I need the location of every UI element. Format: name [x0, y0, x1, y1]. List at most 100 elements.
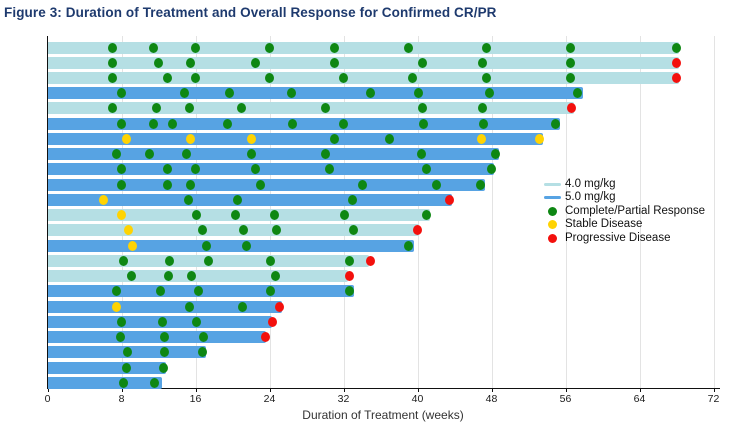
x-tick	[121, 388, 123, 392]
marker-cr-pr	[357, 179, 367, 190]
marker-cr-pr	[490, 149, 500, 160]
marker-cr-pr	[482, 72, 492, 83]
marker-pd	[261, 332, 271, 343]
marker-cr-pr	[349, 225, 359, 236]
marker-cr-pr	[485, 88, 495, 99]
marker-cr-pr	[477, 57, 487, 68]
x-tick	[343, 388, 345, 392]
marker-cr-pr	[117, 88, 126, 99]
marker-cr-pr	[265, 255, 275, 266]
x-tick	[713, 388, 715, 392]
y-axis-line	[46, 36, 48, 388]
marker-pd	[345, 271, 355, 282]
treatment-bar-row-16	[47, 270, 349, 283]
x-tick-label: 16	[189, 393, 202, 405]
marker-cr-pr	[198, 347, 208, 358]
marker-cr-pr	[167, 118, 177, 129]
marker-sd	[535, 133, 545, 144]
marker-pd	[365, 255, 375, 266]
marker-cr-pr	[565, 72, 575, 83]
marker-cr-pr	[365, 88, 375, 99]
marker-cr-pr	[348, 194, 358, 205]
legend-dot-icon	[548, 206, 557, 216]
marker-sd	[124, 225, 134, 236]
marker-cr-pr	[118, 377, 128, 388]
marker-cr-pr	[345, 255, 355, 266]
marker-cr-pr	[157, 316, 167, 327]
marker-cr-pr	[163, 179, 173, 190]
treatment-bar-row-13	[47, 224, 420, 237]
marker-cr-pr	[123, 347, 133, 358]
marker-cr-pr	[154, 57, 163, 68]
marker-cr-pr	[550, 118, 560, 129]
marker-cr-pr	[344, 286, 354, 297]
treatment-bar-row-3	[47, 71, 680, 84]
marker-pd	[672, 72, 681, 83]
marker-cr-pr	[251, 57, 261, 68]
marker-cr-pr	[117, 316, 126, 327]
treatment-bar-row-22	[47, 361, 166, 374]
marker-pd	[275, 301, 285, 312]
marker-cr-pr	[238, 301, 248, 312]
marker-cr-pr	[107, 42, 117, 53]
marker-cr-pr	[152, 103, 162, 114]
marker-cr-pr	[246, 149, 256, 160]
marker-cr-pr	[191, 164, 200, 175]
x-tick	[565, 388, 567, 392]
treatment-bar-row-2	[47, 56, 680, 69]
marker-cr-pr	[198, 225, 208, 236]
marker-cr-pr	[431, 179, 441, 190]
marker-cr-pr	[203, 255, 213, 266]
marker-cr-pr	[107, 72, 117, 83]
marker-cr-pr	[422, 164, 432, 175]
x-tick	[417, 388, 419, 392]
marker-cr-pr	[487, 164, 496, 175]
marker-cr-pr	[385, 133, 395, 144]
marker-cr-pr	[158, 362, 168, 373]
marker-sd	[121, 133, 131, 144]
marker-cr-pr	[127, 271, 137, 282]
marker-pd	[672, 57, 681, 68]
marker-cr-pr	[149, 42, 159, 53]
marker-cr-pr	[107, 103, 117, 114]
marker-cr-pr	[422, 210, 432, 221]
marker-cr-pr	[269, 210, 279, 221]
marker-sd	[186, 133, 196, 144]
marker-cr-pr	[287, 88, 297, 99]
marker-cr-pr	[339, 210, 349, 221]
x-tick	[195, 388, 197, 392]
x-tick-label: 32	[337, 393, 350, 405]
treatment-bar-row-9	[47, 163, 495, 176]
marker-cr-pr	[325, 164, 335, 175]
marker-cr-pr	[403, 42, 413, 53]
marker-sd	[246, 133, 256, 144]
marker-cr-pr	[573, 88, 583, 99]
treatment-bar-row-10	[47, 178, 486, 191]
marker-cr-pr	[164, 271, 174, 282]
gridline	[491, 36, 493, 388]
x-tick-label: 24	[263, 393, 276, 405]
marker-cr-pr	[116, 332, 126, 343]
marker-cr-pr	[117, 164, 126, 175]
marker-cr-pr	[150, 377, 160, 388]
marker-cr-pr	[417, 103, 427, 114]
treatment-bar-row-11	[47, 193, 452, 206]
marker-cr-pr	[187, 271, 197, 282]
legend-dot-icon	[548, 220, 557, 230]
marker-pd	[413, 225, 422, 236]
x-axis-line	[46, 388, 720, 390]
marker-cr-pr	[144, 149, 154, 160]
treatment-bar-row-18	[47, 300, 282, 313]
marker-cr-pr	[251, 164, 261, 175]
marker-sd	[98, 194, 108, 205]
x-tick-label: 72	[707, 393, 720, 405]
x-tick	[47, 388, 49, 392]
marker-cr-pr	[565, 57, 575, 68]
treatment-bar-row-7	[47, 132, 544, 145]
marker-cr-pr	[241, 240, 251, 251]
marker-cr-pr	[112, 286, 122, 297]
gridline	[639, 36, 641, 388]
x-tick-label: 64	[633, 393, 646, 405]
marker-cr-pr	[179, 88, 189, 99]
